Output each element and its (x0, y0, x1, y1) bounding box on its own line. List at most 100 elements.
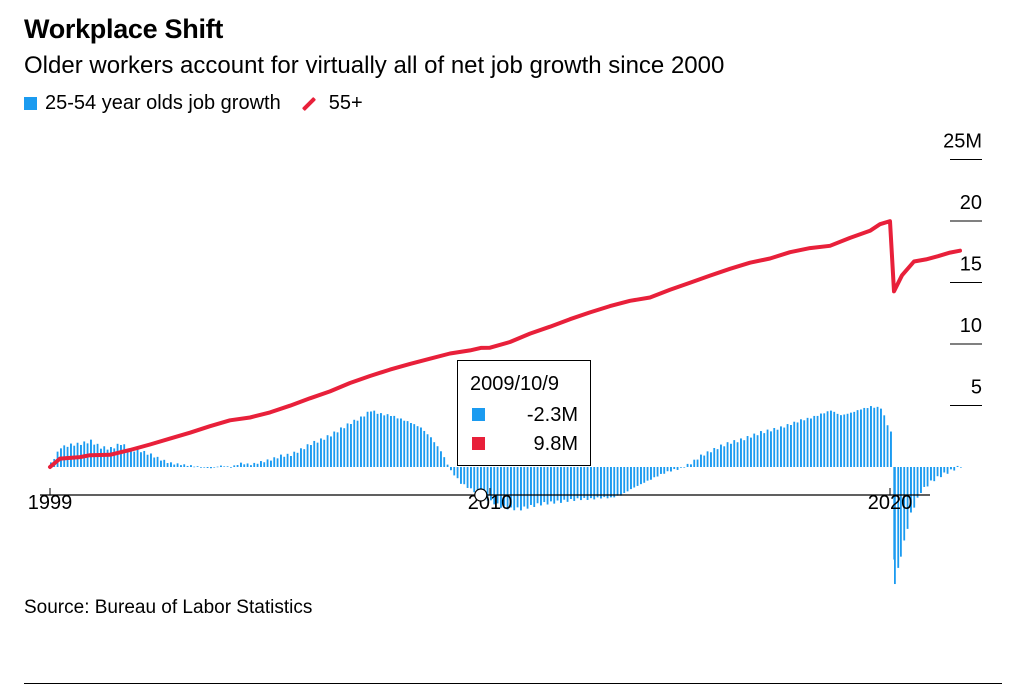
bar-mark (200, 467, 202, 468)
source-note: Source: Bureau of Labor Statistics (24, 597, 313, 618)
bar-mark (370, 411, 372, 467)
bar-mark (733, 440, 736, 467)
bar-mark (826, 411, 829, 467)
bar-mark (886, 425, 889, 467)
bar-mark (883, 415, 886, 467)
bar-mark (866, 408, 869, 467)
bar-mark (456, 467, 459, 479)
bar-mark (873, 407, 876, 467)
bar-mark (186, 465, 189, 467)
bar-mark (346, 423, 349, 467)
bar-mark (663, 467, 666, 474)
bar-mark (530, 467, 532, 505)
bar-mark (780, 426, 782, 467)
bar-mark (894, 467, 896, 585)
bar-mark (366, 411, 369, 467)
bar-mark (380, 413, 382, 467)
bar-mark (670, 467, 672, 472)
bar-mark (473, 467, 476, 493)
bar-mark (720, 444, 722, 467)
bar-mark (170, 462, 172, 467)
bar-mark (316, 442, 319, 467)
bar-mark (483, 467, 486, 497)
y-tick-label: 10 (960, 315, 982, 337)
bar-mark (203, 467, 206, 468)
bar-mark (396, 418, 399, 467)
bar-mark (363, 416, 366, 467)
y-tick-label: 20 (960, 192, 982, 214)
y-tick-label: 15 (960, 254, 982, 276)
bar-mark (573, 467, 576, 501)
bar-mark (420, 427, 422, 467)
legend-item-line[interactable]: 55+ (299, 92, 363, 115)
bar-mark (343, 428, 346, 467)
hover-marker[interactable] (474, 488, 488, 502)
bar-mark (897, 467, 900, 568)
bar-mark (216, 466, 219, 468)
bar-mark (823, 413, 826, 467)
bar-mark (680, 467, 682, 468)
bar-mark (953, 467, 956, 471)
bar-mark (160, 460, 162, 467)
bar-mark (833, 411, 836, 467)
bar-mark (490, 467, 492, 501)
bar-mark (426, 434, 429, 467)
chart-subtitle: Older workers account for virtually all … (24, 52, 725, 79)
bar-mark (560, 467, 562, 503)
bar-mark (480, 467, 482, 497)
bar-mark (430, 437, 432, 467)
bar-mark (693, 459, 696, 467)
bar-mark (340, 427, 342, 467)
bar-mark (656, 467, 659, 477)
bar-mark (920, 467, 922, 493)
bar-mark (313, 440, 316, 467)
bar-mark (756, 435, 759, 467)
bar-mark (790, 425, 792, 467)
bar-mark (940, 467, 942, 478)
bar-mark (703, 455, 706, 467)
bar-mark (923, 467, 926, 487)
bar-mark (563, 467, 566, 500)
bar-mark (653, 467, 656, 478)
bar-mark (943, 467, 946, 473)
bar-mark (800, 419, 802, 467)
bar-mark (636, 467, 639, 486)
bar-mark (180, 465, 182, 467)
bar-mark (620, 467, 622, 496)
bar-mark (273, 457, 276, 467)
bar-mark (453, 467, 456, 476)
bar-mark (673, 467, 676, 470)
bar-mark (303, 449, 306, 467)
bar-mark (766, 429, 769, 467)
y-tick-label: 5 (971, 377, 982, 399)
bar-mark (463, 467, 466, 485)
bar-mark (326, 435, 329, 467)
bar-mark (113, 448, 116, 467)
bar-mark (63, 445, 66, 467)
bar-mark (476, 467, 479, 493)
bar-mark (546, 467, 549, 505)
bar-mark (700, 454, 702, 467)
bar-mark (713, 448, 716, 467)
bar-mark (856, 410, 859, 467)
bar-mark (213, 467, 216, 468)
bar-mark (810, 418, 812, 467)
bar-mark (930, 467, 932, 481)
bar-mark (296, 452, 299, 467)
chart-title: Workplace Shift (24, 14, 224, 44)
bar-mark (106, 449, 109, 467)
bar-mark (633, 467, 636, 488)
bar-mark (253, 462, 256, 467)
bar-mark (793, 421, 796, 467)
chart-canvas[interactable]: 25M 20 15 10 5 1999 2010 2020 (0, 0, 1022, 600)
bar-mark (410, 423, 412, 467)
bar-mark (570, 467, 572, 500)
bar-mark (783, 427, 786, 467)
bar-mark (610, 467, 612, 498)
bar-mark (666, 467, 669, 472)
bar-mark (450, 467, 452, 471)
bar-mark (863, 407, 866, 467)
legend-item-bars[interactable]: 25-54 year olds job growth (24, 92, 281, 115)
y-tick-label: 25M (943, 131, 982, 153)
bar-mark (616, 467, 619, 496)
